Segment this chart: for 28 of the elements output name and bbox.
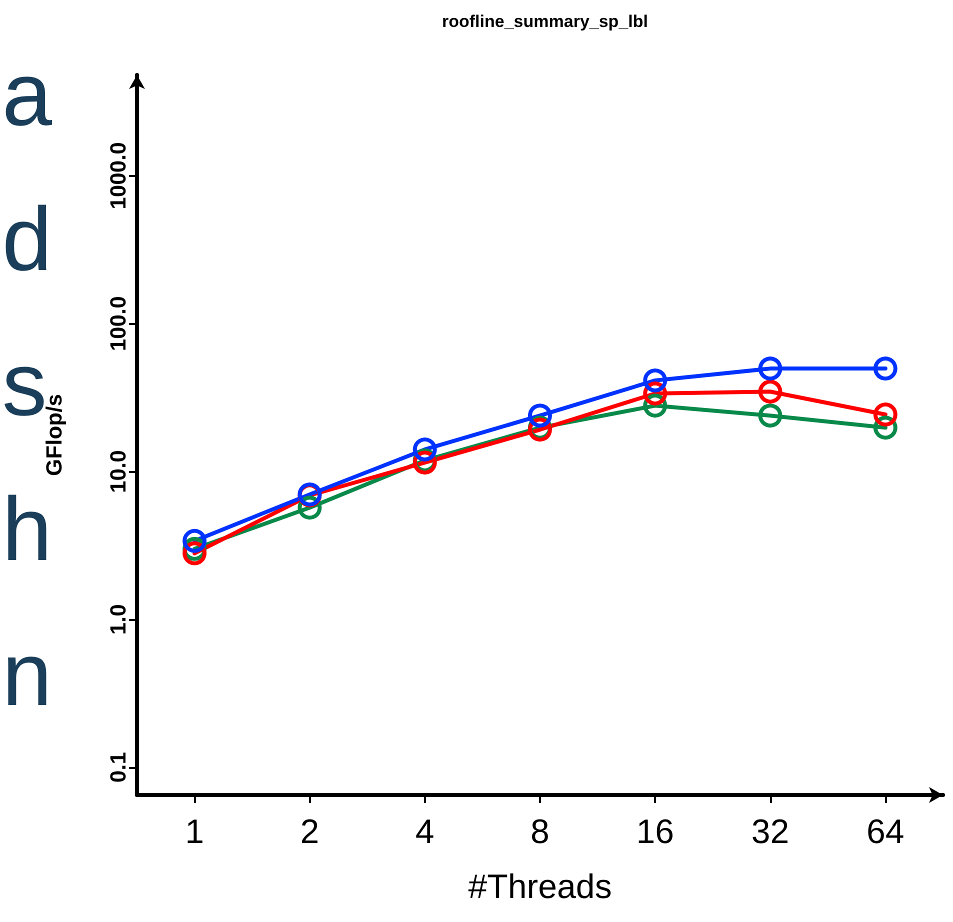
point: [758, 404, 782, 428]
y-tick-label: 10.0: [106, 450, 130, 493]
x-tick-label: 1: [185, 813, 204, 851]
point: [528, 404, 552, 428]
y-tick-label: 1.0: [106, 604, 130, 635]
x-tick-label: 2: [300, 813, 320, 851]
y-tick-label: 0.1: [106, 752, 130, 783]
chart-title: roofline_summary_sp_lbl: [442, 12, 648, 31]
point: [182, 528, 207, 553]
point: [873, 356, 898, 381]
point: [758, 356, 782, 381]
x-tick-label: 32: [751, 813, 790, 851]
x-tick-label: 64: [866, 813, 904, 851]
x-tick-label: 16: [636, 813, 674, 851]
x-tick-label: 8: [530, 813, 550, 851]
text: n: [2, 625, 52, 725]
text: a: [2, 45, 53, 145]
y-tick-label: 1000.0: [106, 142, 130, 210]
y-tick-label: 100.0: [106, 296, 130, 352]
point: [873, 402, 898, 427]
text: s: [2, 335, 47, 435]
text: h: [2, 480, 52, 580]
text: d: [2, 190, 52, 290]
point: [643, 368, 668, 392]
x-axis-title: #Threads: [468, 868, 612, 906]
point: [412, 437, 437, 462]
x-tick-label: 4: [415, 813, 434, 851]
point: [758, 380, 782, 404]
